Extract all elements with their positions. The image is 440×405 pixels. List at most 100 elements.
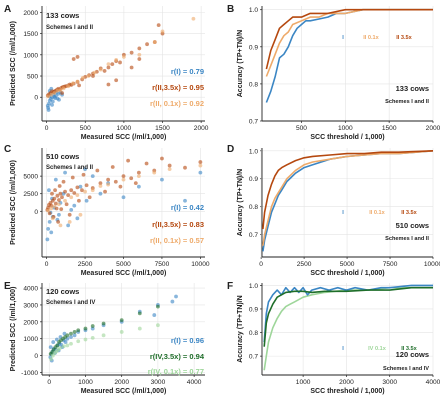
data-point (80, 188, 84, 193)
x-tick-label: 0 (47, 379, 51, 386)
x-tick-label: 2000 (114, 379, 129, 386)
legend-label: II 0.1x (363, 35, 379, 41)
series-line (265, 8, 433, 77)
panel-f: F 0.7 0.8 0.9 1.0 1000 2000 3000 4000 SCC thresho… (227, 281, 440, 395)
data-point (77, 198, 81, 203)
data-point (67, 219, 72, 224)
x-axis-label: Measured SCC (/ml/1,000) (81, 388, 167, 395)
schemes-label: Schemes I and II (385, 236, 429, 242)
data-point (69, 195, 74, 200)
y-tick-label: 0.9 (249, 306, 258, 313)
series-line (265, 8, 433, 70)
data-point (152, 313, 157, 317)
data-point (66, 84, 71, 89)
y-tick-label: 0 (34, 95, 38, 102)
data-point (76, 328, 81, 333)
data-point (63, 340, 68, 344)
data-point (72, 191, 77, 195)
y-tick-label: 0 (34, 209, 38, 216)
data-point (83, 326, 88, 331)
data-point (47, 219, 52, 224)
data-point (49, 230, 54, 235)
panel-e: E -1000 0 1000 2000 3000 4000 0 1000 2000 3000 4000… (4, 281, 205, 395)
data-point (52, 204, 57, 209)
data-point (75, 55, 80, 59)
data-point (119, 318, 124, 323)
y-axis-label: Accuracy (TP+TN)/N (237, 30, 244, 98)
data-point (83, 337, 88, 342)
data-point (76, 339, 81, 344)
correlation-label: r(II,3.5x) = 0.83 (152, 220, 204, 229)
x-tick-label: 2500 (78, 261, 93, 268)
x-tick-label: 4000 (187, 379, 202, 386)
y-tick-label: 0.7 (249, 232, 258, 239)
x-tick-label: 2000 (194, 125, 209, 132)
data-point (198, 170, 203, 175)
data-point (57, 212, 61, 217)
y-axis-label: Accuracy (TP+TN)/N (237, 295, 244, 363)
x-axis-label: Measured SCC (/ml/1,000) (81, 270, 167, 277)
y-tick-label: 0.9 (249, 44, 258, 51)
data-point (50, 102, 54, 107)
data-point (71, 57, 76, 61)
data-point (57, 184, 62, 188)
data-point (63, 189, 67, 194)
data-point (145, 42, 149, 47)
data-point (55, 193, 60, 198)
data-point (170, 299, 175, 304)
data-point (119, 330, 124, 334)
y-tick-label: 0.8 (249, 204, 258, 211)
data-point (46, 208, 51, 213)
y-tick-label: 1000 (23, 52, 38, 59)
data-point (51, 340, 56, 344)
y-tick-label: 0.7 (249, 354, 258, 361)
data-point (183, 165, 187, 170)
data-point (198, 163, 203, 168)
y-tick-label: 0.8 (249, 81, 258, 88)
x-tick-label: 500 (296, 125, 307, 132)
data-point (156, 323, 160, 328)
data-point (121, 195, 126, 200)
y-tick-label: 3000 (23, 302, 38, 309)
data-point (56, 219, 61, 224)
data-point (49, 203, 54, 208)
data-point (113, 179, 118, 184)
data-point (66, 223, 71, 228)
data-point (70, 175, 75, 180)
data-point (160, 177, 164, 182)
x-tick-label: 3000 (151, 379, 166, 386)
data-point (53, 177, 58, 182)
data-point (90, 174, 95, 179)
marks (45, 156, 203, 242)
x-tick-label: 1000 (338, 125, 353, 132)
series-line (262, 150, 433, 246)
correlation-label: r(I) = 0.42 (171, 203, 204, 212)
cows-label: 133 cows (46, 11, 79, 20)
data-point (106, 62, 111, 67)
data-point (84, 183, 89, 188)
data-point (110, 165, 115, 169)
data-point (90, 324, 95, 328)
data-point (98, 181, 103, 186)
series-line (263, 286, 433, 347)
legend-label: II 3.5x (396, 35, 412, 41)
data-point (137, 52, 142, 57)
y-axis-label: Predicted SCC (/ml/1,000) (10, 160, 17, 245)
data-point (90, 335, 95, 340)
data-point (101, 321, 106, 326)
x-axis-label: Measured SCC (/ml/1,000) (81, 134, 167, 141)
x-tick-label: 1500 (155, 125, 170, 132)
data-point (98, 191, 103, 196)
data-point (65, 343, 70, 348)
data-point (69, 188, 74, 193)
data-point (45, 103, 50, 108)
y-tick-label: 1500 (23, 31, 38, 38)
data-point (167, 163, 172, 168)
data-point (67, 212, 72, 217)
x-tick-label: 0 (45, 261, 49, 268)
data-point (55, 96, 60, 101)
y-tick-label: 2000 (23, 10, 38, 17)
data-point (167, 167, 172, 171)
data-point (81, 172, 86, 177)
data-point (121, 174, 126, 179)
